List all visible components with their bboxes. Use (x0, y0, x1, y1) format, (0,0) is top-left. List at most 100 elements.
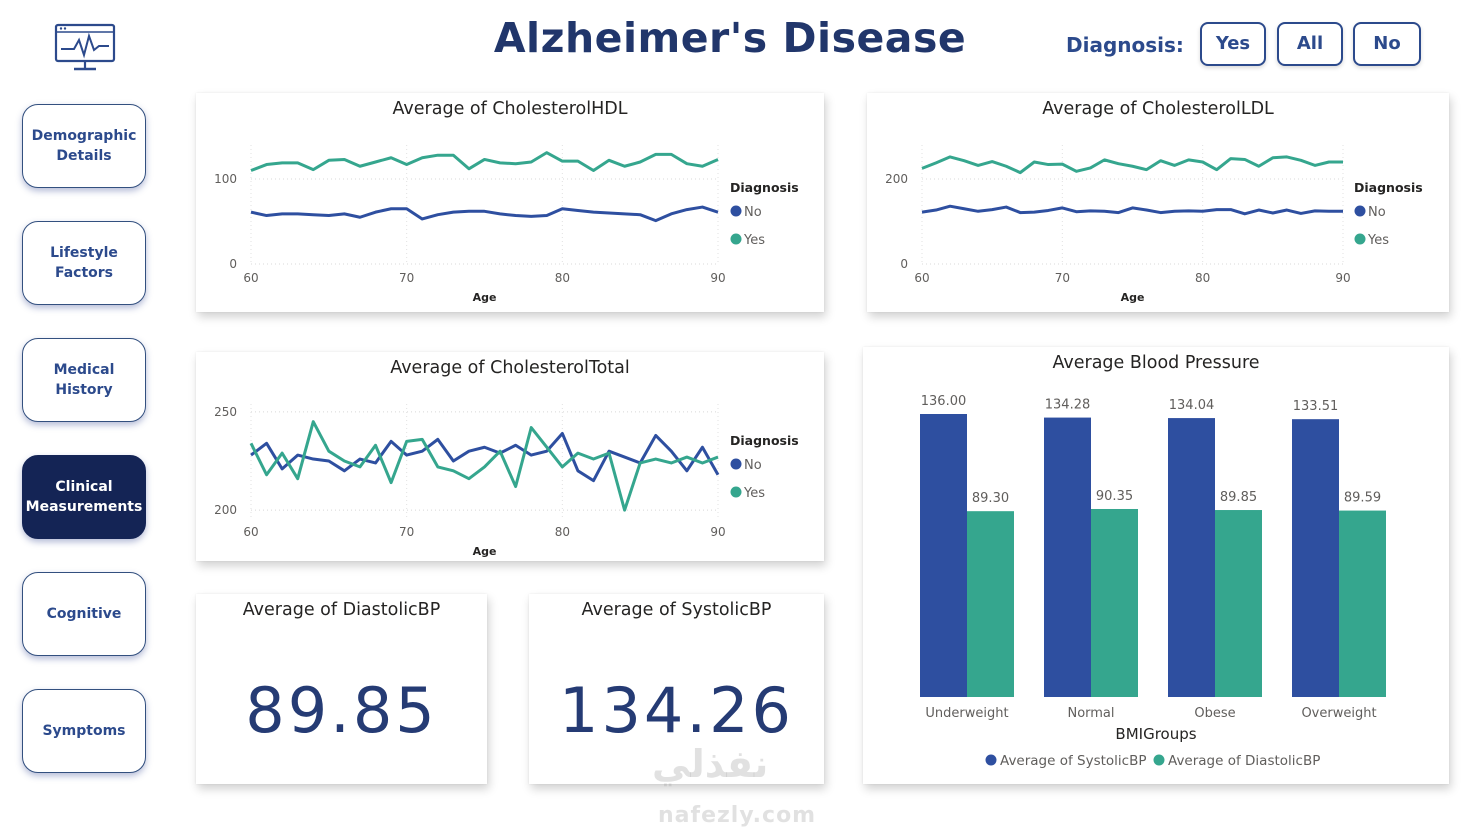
legend-marker (730, 486, 742, 498)
blood-pressure-chart: 136.00 89.30 Underweight 134.28 90.35 Normal 1… (920, 394, 1386, 769)
data-label: 89.30 (972, 491, 1009, 506)
chart-title: Average of CholesterolLDL (1042, 99, 1274, 119)
y-tick-label: 200 (214, 503, 237, 517)
cholesterol-hdl-chart: 0 100 60 70 80 90 Age Diagnosis No Yes (214, 145, 799, 304)
bar-diastolic (1339, 510, 1386, 697)
kpi-title: Average of DiastolicBP (242, 600, 441, 620)
x-axis-label: Age (1121, 291, 1145, 304)
diagnosis-filter-label: Diagnosis: (1066, 33, 1184, 57)
x-tick-label: 90 (710, 271, 725, 285)
x-tick-label: 60 (243, 271, 258, 285)
kpi-value: 134.26 (559, 674, 794, 747)
nav-cognitive-button[interactable]: Cognitive (22, 572, 146, 656)
data-label: 134.28 (1045, 398, 1091, 413)
x-tick-label: 90 (710, 525, 725, 539)
y-tick-label: 0 (229, 257, 237, 271)
cholesterol-ldl-chart: 0 200 60 70 80 90 Age Diagnosis No Yes (885, 145, 1423, 304)
kpi-title: Average of SystolicBP (581, 600, 772, 620)
bar-systolic (1292, 419, 1339, 697)
x-tick-label: 70 (399, 525, 414, 539)
diastolic-kpi-card: Average of DiastolicBP 89.85 (196, 594, 487, 784)
nav-medical-history-button[interactable]: Medical History (22, 338, 146, 422)
nav-label: Lifestyle (50, 245, 118, 261)
data-label: 136.00 (921, 394, 967, 409)
x-tick-label: 60 (914, 271, 929, 285)
nav-label: Clinical (55, 479, 113, 495)
nav-label: Symptoms (42, 723, 126, 739)
series-line-no (250, 205, 719, 223)
page-title: Alzheimer's Disease (493, 14, 967, 62)
systolic-kpi-card: Average of SystolicBP 134.26 (529, 594, 824, 784)
series-line-no (250, 431, 720, 483)
diagnosis-yes-button[interactable]: Yes (1200, 22, 1266, 66)
x-tick-label: Normal (1067, 706, 1114, 721)
cholesterol-total-chart: 200 250 60 70 80 90 Age Diagnosis No Yes (214, 404, 799, 558)
y-tick-label: 250 (214, 405, 237, 419)
chart-title: Average Blood Pressure (1052, 353, 1260, 373)
data-label: 89.85 (1220, 490, 1257, 505)
bar-systolic (920, 414, 967, 697)
legend-label: No (744, 458, 762, 473)
legend-label: Yes (743, 486, 765, 501)
legend-label: Yes (743, 233, 765, 248)
legend-label: Yes (1367, 233, 1389, 248)
diagnosis-all-button[interactable]: All (1277, 22, 1343, 66)
bar-diastolic (1091, 508, 1138, 697)
x-tick-label: Obese (1194, 706, 1235, 721)
cholesterol-total-card: Average of CholesterolTotal 200 250 60 70 80… (196, 352, 824, 561)
legend-marker (730, 458, 742, 470)
bar-diastolic (1215, 510, 1262, 697)
bar-systolic (1168, 418, 1215, 697)
x-tick-label: Overweight (1301, 706, 1376, 721)
legend-marker (1354, 205, 1366, 217)
legend-title: Diagnosis (730, 180, 799, 195)
nav-label: Cognitive (46, 606, 122, 622)
x-axis-label: Age (473, 291, 497, 304)
x-tick-label: 90 (1335, 271, 1350, 285)
bar-diastolic (967, 511, 1014, 697)
legend-label: No (1368, 205, 1386, 220)
nav-symptoms-button[interactable]: Symptoms (22, 689, 146, 773)
legend-title: Diagnosis (730, 433, 799, 448)
legend-marker (985, 754, 997, 766)
legend-label: No (744, 205, 762, 220)
kpi-value: 89.85 (245, 674, 438, 747)
watermark-url: nafezly.com (658, 803, 817, 828)
legend-marker (1153, 754, 1165, 766)
nav-clinical-measurements-button[interactable]: Clinical Measurements (22, 455, 146, 539)
legend-marker (730, 233, 742, 245)
data-label: 90.35 (1096, 489, 1133, 504)
cholesterol-ldl-card: Average of CholesterolLDL 0 200 60 70 80 90 Ag… (867, 93, 1449, 312)
data-label: 133.51 (1293, 399, 1339, 414)
monitor-heartbeat-icon (54, 23, 116, 71)
y-tick-label: 100 (214, 172, 237, 186)
blood-pressure-card: Average Blood Pressure 136.00 89.30 Underw… (863, 347, 1449, 784)
chart-title: Average of CholesterolHDL (392, 99, 628, 119)
series-line-yes (921, 155, 1343, 175)
legend-label: Average of DiastolicBP (1168, 753, 1320, 769)
series-line-no (921, 204, 1343, 216)
series-line-yes (249, 420, 719, 512)
x-tick-label: 80 (1195, 271, 1210, 285)
x-axis-label: Age (473, 545, 497, 558)
cholesterol-hdl-card: Average of CholesterolHDL 0 100 60 70 80 90 Ag… (196, 93, 824, 312)
nav-label: History (55, 382, 113, 398)
nav-label: Medical (53, 362, 115, 378)
legend-marker (1354, 233, 1366, 245)
nav-demographic-details-button[interactable]: Demographic Details (22, 104, 146, 188)
x-tick-label: 80 (555, 525, 570, 539)
x-tick-label: 70 (1055, 271, 1070, 285)
nav-lifestyle-factors-button[interactable]: Lifestyle Factors (22, 221, 146, 305)
bar-systolic (1044, 417, 1091, 697)
x-tick-label: 60 (243, 525, 258, 539)
nav-label: Details (56, 148, 112, 164)
data-label: 134.04 (1169, 398, 1215, 413)
nav-label: Measurements (25, 499, 143, 515)
y-tick-label: 200 (885, 172, 908, 186)
x-axis-label: BMIGroups (1115, 725, 1196, 743)
diagnosis-no-button[interactable]: No (1353, 22, 1421, 66)
x-tick-label: 80 (555, 271, 570, 285)
legend-title: Diagnosis (1354, 180, 1423, 195)
series-line-yes (250, 151, 719, 172)
legend-label: Average of SystolicBP (1000, 753, 1147, 769)
